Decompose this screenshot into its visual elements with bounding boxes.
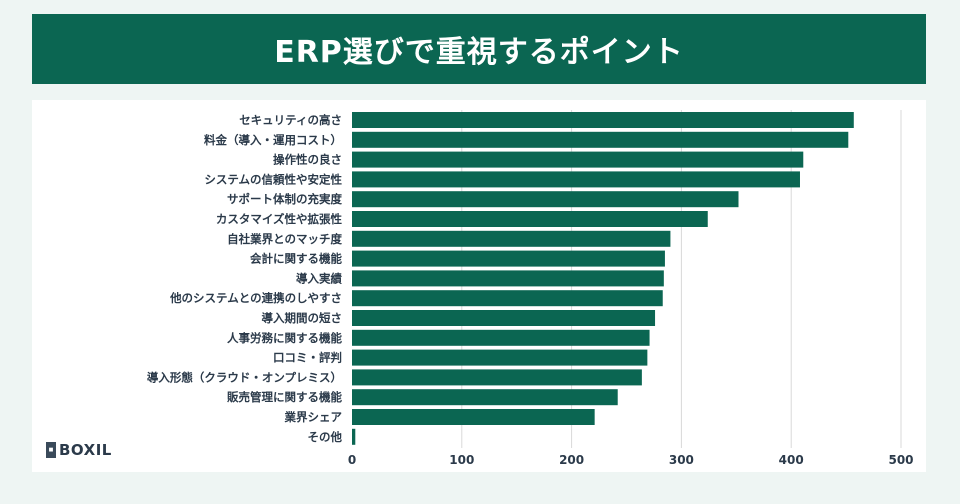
bar-15 <box>352 409 595 425</box>
bar-2 <box>352 151 804 168</box>
x-tick-label-300: 300 <box>669 453 694 467</box>
bar-4 <box>352 191 739 208</box>
category-label-5: カスタマイズ性や拡張性 <box>216 212 343 226</box>
category-label-16: その他 <box>308 430 343 444</box>
x-tick-label-0: 0 <box>348 453 356 467</box>
logo-text: BOXIL <box>59 441 112 459</box>
x-tick-label-500: 500 <box>888 453 913 467</box>
category-label-11: 人事労務に関する機能 <box>227 331 342 345</box>
bar-11 <box>352 329 650 346</box>
bar-3 <box>352 171 800 188</box>
x-tick-label-200: 200 <box>559 453 584 467</box>
category-label-0: セキュリティの高さ <box>239 113 342 127</box>
x-tick-labels: 0 100 200 300 400 500 <box>348 453 914 467</box>
bar-14 <box>352 389 618 406</box>
category-label-8: 導入実績 <box>296 271 342 285</box>
category-label-2: 操作性の良さ <box>273 153 342 167</box>
x-tick-label-100: 100 <box>449 453 474 467</box>
chart-title-banner: ERP選びで重視するポイント <box>32 14 926 84</box>
category-label-3: システムの信頼性や安定性 <box>204 172 342 186</box>
bar-16 <box>352 428 356 445</box>
category-label-15: 業界シェア <box>284 410 343 424</box>
category-label-14: 販売管理に関する機能 <box>227 390 342 404</box>
category-label-9: 他のシステムとの連携のしやすさ <box>169 291 342 305</box>
category-label-1: 料金（導入・運用コスト） <box>204 133 342 147</box>
bar-5 <box>352 211 708 227</box>
category-label-13: 導入形態（クラウド・オンプレミス） <box>147 370 342 384</box>
bar-1 <box>352 131 849 148</box>
category-label-6: 自社業界とのマッチ度 <box>227 232 342 246</box>
bar-12 <box>352 349 648 366</box>
bar-10 <box>352 310 656 326</box>
boxil-logo: ■ BOXIL <box>46 441 112 459</box>
bars <box>352 112 854 445</box>
bar-7 <box>352 250 665 267</box>
category-label-12: 口コミ・評判 <box>273 351 342 365</box>
bar-8 <box>352 270 664 287</box>
bar-9 <box>352 290 663 307</box>
logo-badge-icon: ■ <box>46 442 56 458</box>
category-label-4: サポート体制の充実度 <box>227 192 342 206</box>
x-tick-label-400: 400 <box>779 453 804 467</box>
bar-6 <box>352 230 671 247</box>
category-label-10: 導入期間の短さ <box>262 311 343 325</box>
bar-0 <box>352 112 854 128</box>
chart-title: ERP選びで重視するポイント <box>274 35 684 70</box>
chart-panel: セキュリティの高さ料金（導入・運用コスト） 操作性の良さシステムの信頼性や安定性サ… <box>32 100 926 472</box>
category-label-7: 会計に関する機能 <box>249 252 342 266</box>
bar-13 <box>352 369 642 386</box>
